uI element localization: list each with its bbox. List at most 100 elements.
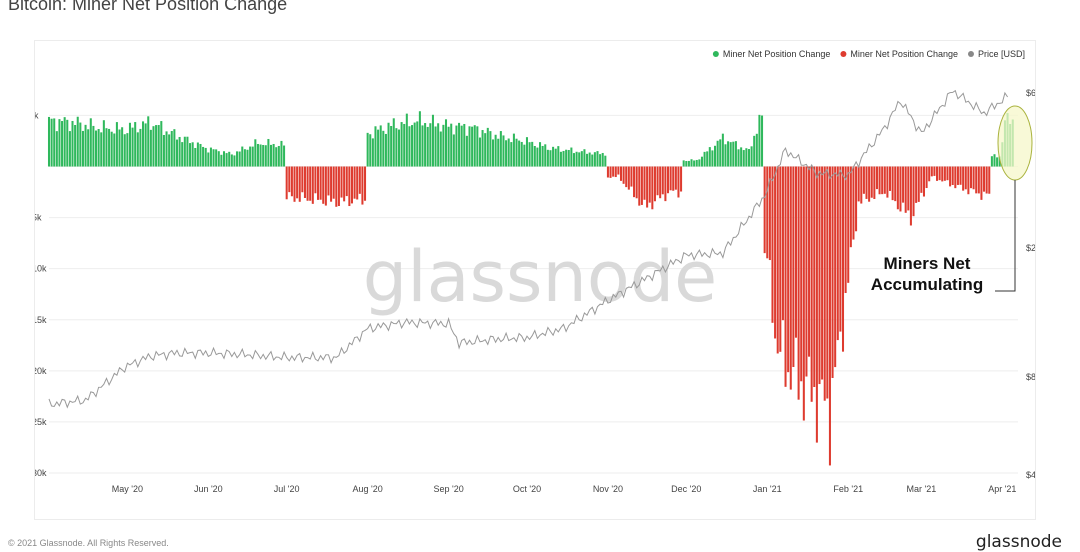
bar [714,145,717,167]
bar [290,166,293,197]
bar [763,166,766,254]
bar [400,122,403,167]
bar [930,166,933,177]
bar [47,116,51,167]
bar [288,166,291,193]
bar [609,166,612,178]
bar [653,166,656,202]
bar [434,126,437,167]
bar [946,166,949,181]
bar [348,166,351,207]
bar [562,150,565,167]
bar [358,166,361,194]
bar [322,166,325,204]
bar [162,135,165,167]
bar [912,166,915,217]
bar [776,166,779,354]
bar [779,166,782,352]
bar [178,136,181,167]
bar [181,142,184,167]
bar [228,151,231,167]
bar [557,146,560,167]
bar [826,166,829,399]
bar [379,125,382,167]
bar [917,166,920,202]
bar [808,166,811,357]
bar [473,125,476,167]
bar [518,140,521,167]
bar [794,166,798,338]
bar [922,166,925,197]
bar [727,141,730,167]
bar [136,132,139,167]
x-tick-label: Aug '20 [353,484,383,494]
legend-swatch [712,51,719,57]
bar [345,166,348,197]
bar [583,149,586,167]
bar [481,130,484,167]
bar [199,143,202,167]
bar [439,131,442,167]
bar [899,166,902,212]
bar [478,137,481,167]
bar [951,166,954,186]
bar [110,131,113,167]
bar [403,123,406,167]
bar [797,166,800,400]
bar [337,166,340,206]
bar [499,131,502,167]
bar [442,124,445,167]
bar [186,136,189,167]
bar [254,139,257,167]
y-left-tick-label: -10k [35,264,47,274]
bar [823,166,826,401]
bar [225,153,228,167]
bar [241,146,244,167]
x-tick-label: Sep '20 [433,484,463,494]
bar [745,148,748,167]
bar [108,128,111,167]
bar [659,166,662,199]
bar [546,149,549,167]
bar [977,166,980,194]
bar [601,152,604,167]
bar [356,166,359,200]
bar [703,151,706,167]
bar [209,147,212,167]
bar [698,159,701,167]
bar [416,121,419,167]
bar [84,124,87,167]
bar [680,166,683,192]
bar [719,139,722,167]
annotation-line2: Accumulating [871,275,983,294]
bar [868,166,871,202]
bar [142,121,145,167]
bar [332,166,335,199]
bar [285,166,288,200]
y-right-tick-label: $60k [1026,88,1035,98]
bar [105,128,108,167]
bar [552,146,555,167]
bar [350,166,353,204]
bar [938,166,941,181]
bar [131,127,134,167]
bar [661,166,664,195]
bar [687,160,690,167]
bar [55,131,58,167]
bar [682,160,685,167]
bar [787,166,790,373]
bar [100,132,103,167]
bar [742,150,745,167]
bar [821,166,824,380]
bar [183,136,186,167]
y-left-tick-label: -15k [35,315,47,325]
bar [377,129,380,167]
annotation-group: Miners Net Accumulating [871,105,1033,294]
net-position-chart: glassnode 5k0-5k-10k-15k-20k-25k-30k $60… [35,49,1035,494]
bar [638,166,641,206]
bar [622,166,625,184]
legend-item-label: Miner Net Position Change [850,49,958,59]
legend-item-label: Miner Net Position Change [723,49,831,59]
bar [635,166,638,199]
bar [450,123,453,167]
